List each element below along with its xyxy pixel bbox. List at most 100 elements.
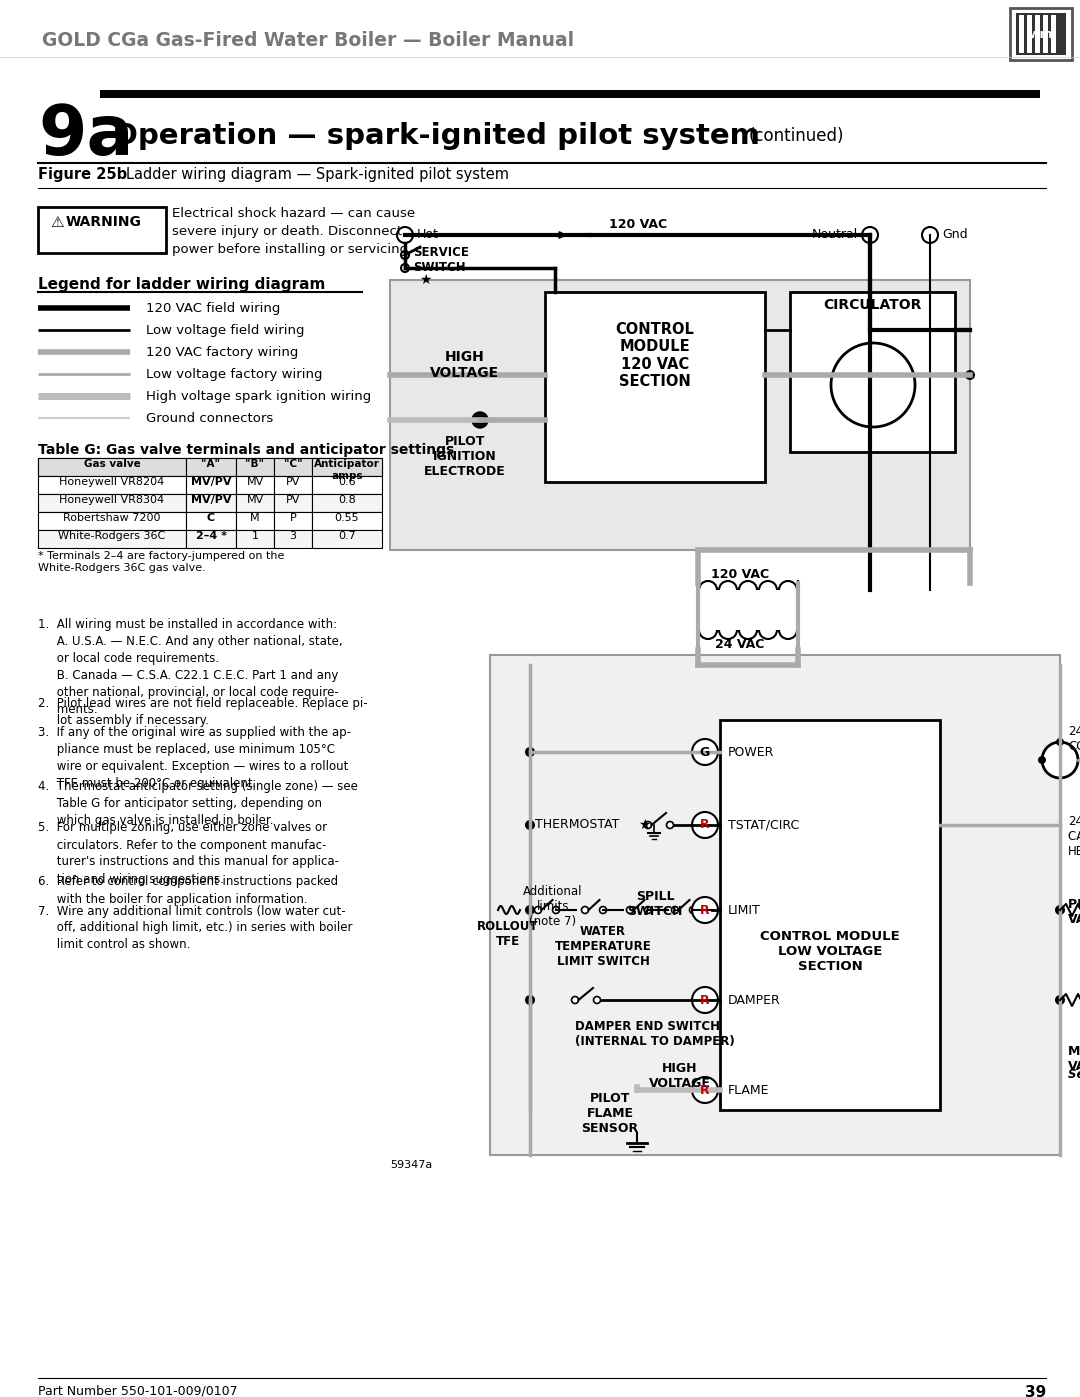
- Text: Electrical shock hazard — can cause
severe injury or death. Disconnect
power bef: Electrical shock hazard — can cause seve…: [172, 207, 415, 256]
- Text: Gas valve: Gas valve: [83, 460, 140, 469]
- Bar: [186, 476, 237, 495]
- Circle shape: [599, 907, 607, 914]
- Text: 3.  If any of the original wire as supplied with the ap-
     pliance must be re: 3. If any of the original wire as suppli…: [38, 726, 351, 789]
- Text: 24VAC
CONSTANT: 24VAC CONSTANT: [1068, 725, 1080, 753]
- Text: 6.  Refer to control component instructions packed
     with the boiler for appl: 6. Refer to control component instructio…: [38, 876, 338, 905]
- Circle shape: [1042, 742, 1078, 778]
- Circle shape: [525, 747, 535, 757]
- Circle shape: [1055, 905, 1065, 915]
- Text: White-Rodgers 36C: White-Rodgers 36C: [58, 531, 165, 541]
- Text: 0.55: 0.55: [335, 513, 360, 522]
- Circle shape: [692, 739, 718, 766]
- Bar: [186, 495, 237, 511]
- Bar: [100, 89, 1040, 98]
- Text: R: R: [700, 993, 710, 1006]
- Text: TSTAT/CIRC: TSTAT/CIRC: [728, 819, 799, 831]
- Text: ⚠: ⚠: [50, 215, 64, 231]
- Bar: [237, 495, 274, 511]
- Circle shape: [1055, 995, 1065, 1004]
- Circle shape: [472, 412, 488, 427]
- Text: CIRCULATOR: CIRCULATOR: [823, 298, 921, 312]
- Circle shape: [966, 370, 975, 380]
- Circle shape: [692, 1077, 718, 1104]
- Text: 2–4 *: 2–4 *: [195, 531, 227, 541]
- Text: Ground connectors: Ground connectors: [146, 412, 273, 425]
- Text: 120 VAC: 120 VAC: [711, 569, 769, 581]
- Circle shape: [571, 996, 579, 1003]
- Bar: [312, 529, 382, 548]
- Text: wm: wm: [1029, 28, 1053, 41]
- Text: 120 VAC: 120 VAC: [609, 218, 667, 232]
- Text: P: P: [289, 513, 296, 522]
- Text: DAMPER END SWITCH
(INTERNAL TO DAMPER): DAMPER END SWITCH (INTERNAL TO DAMPER): [575, 1020, 734, 1048]
- Text: HIGH
VOLTAGE: HIGH VOLTAGE: [431, 349, 500, 380]
- Text: PILOT
FLAME
SENSOR: PILOT FLAME SENSOR: [581, 1092, 638, 1134]
- Text: Gnd: Gnd: [942, 229, 968, 242]
- Circle shape: [645, 907, 651, 914]
- Bar: [186, 529, 237, 548]
- Circle shape: [626, 907, 634, 914]
- Text: GOLD CGa Gas-Fired Water Boiler — Boiler Manual: GOLD CGa Gas-Fired Water Boiler — Boiler…: [42, 31, 575, 49]
- Circle shape: [401, 251, 409, 258]
- Bar: [38, 207, 166, 253]
- Bar: [1035, 15, 1040, 53]
- Bar: [1020, 15, 1024, 53]
- Text: Table G: Gas valve terminals and anticipator settings: Table G: Gas valve terminals and anticip…: [38, 443, 455, 457]
- Bar: [312, 476, 382, 495]
- Text: Honeywell VR8304: Honeywell VR8304: [59, 495, 164, 504]
- Text: 0.8: 0.8: [338, 495, 356, 504]
- Text: PILOT
IGNITION
ELECTRODE: PILOT IGNITION ELECTRODE: [424, 434, 505, 478]
- Text: 0.6: 0.6: [338, 476, 355, 488]
- Text: MV/PV: MV/PV: [191, 476, 231, 488]
- Text: PILOT GAS
VALVE: PILOT GAS VALVE: [1068, 898, 1080, 926]
- Text: CONTROL MODULE
LOW VOLTAGE
SECTION: CONTROL MODULE LOW VOLTAGE SECTION: [760, 930, 900, 972]
- Text: MV/PV: MV/PV: [191, 495, 231, 504]
- Bar: [186, 511, 237, 529]
- Text: Operation — spark-ignited pilot system: Operation — spark-ignited pilot system: [113, 122, 760, 149]
- Text: FLAME: FLAME: [728, 1084, 769, 1097]
- Bar: [545, 292, 765, 482]
- Text: Hot: Hot: [417, 229, 438, 242]
- Text: WATER
TEMPERATURE
LIMIT SWITCH: WATER TEMPERATURE LIMIT SWITCH: [555, 925, 651, 968]
- Text: 24VAC
CALL FOR
HEAT: 24VAC CALL FOR HEAT: [1068, 814, 1080, 858]
- Bar: [38, 458, 382, 476]
- Circle shape: [1056, 738, 1064, 746]
- Text: WARNING: WARNING: [66, 215, 141, 229]
- Text: MV: MV: [246, 495, 264, 504]
- Circle shape: [645, 821, 651, 828]
- Text: Robertshaw 7200: Robertshaw 7200: [64, 513, 161, 522]
- Text: CONTROL
MODULE
120 VAC
SECTION: CONTROL MODULE 120 VAC SECTION: [616, 321, 694, 390]
- Text: (continued): (continued): [750, 127, 845, 145]
- Text: 59347a: 59347a: [390, 1160, 432, 1171]
- Text: * Terminals 2–4 are factory-jumpered on the
White-Rodgers 36C gas valve.: * Terminals 2–4 are factory-jumpered on …: [38, 550, 284, 573]
- Text: Neutral: Neutral: [812, 229, 858, 242]
- Text: PV: PV: [286, 495, 300, 504]
- Text: Legend for ladder wiring diagram: Legend for ladder wiring diagram: [38, 277, 325, 292]
- Text: Additional
limits
(note 7): Additional limits (note 7): [523, 886, 583, 928]
- Text: M: M: [251, 513, 260, 522]
- Text: Low voltage factory wiring: Low voltage factory wiring: [146, 367, 323, 381]
- Text: HIGH
VOLTAGE: HIGH VOLTAGE: [649, 1062, 711, 1090]
- Text: 9a: 9a: [38, 102, 134, 169]
- Circle shape: [692, 988, 718, 1013]
- Bar: [38, 511, 186, 529]
- Circle shape: [525, 995, 535, 1004]
- Circle shape: [581, 907, 589, 914]
- Bar: [237, 511, 274, 529]
- Circle shape: [692, 897, 718, 923]
- Text: 120 VAC field wiring: 120 VAC field wiring: [146, 302, 281, 314]
- Text: "A": "A": [202, 460, 220, 469]
- Circle shape: [401, 264, 409, 272]
- Bar: [274, 476, 312, 495]
- Text: Part Number 550-101-009/0107: Part Number 550-101-009/0107: [38, 1384, 238, 1397]
- Bar: [274, 511, 312, 529]
- Bar: [38, 476, 186, 495]
- Circle shape: [553, 907, 559, 914]
- Text: DAMPER: DAMPER: [728, 993, 781, 1006]
- Text: SERVICE
SWITCH: SERVICE SWITCH: [413, 246, 469, 274]
- Text: "C": "C": [284, 460, 302, 469]
- Circle shape: [862, 226, 878, 243]
- Text: 7.  Wire any additional limit controls (low water cut-
     off, additional high: 7. Wire any additional limit controls (l…: [38, 904, 352, 951]
- Bar: [1043, 15, 1048, 53]
- Text: G: G: [700, 746, 711, 759]
